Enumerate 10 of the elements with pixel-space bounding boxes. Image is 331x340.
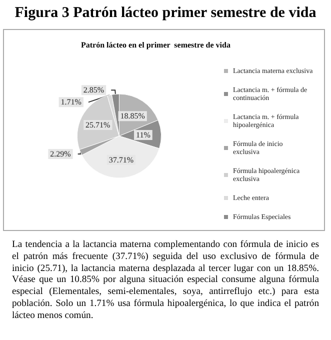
data-label: 2.29% xyxy=(50,149,72,158)
chart-title: Figura 3 Patrón lácteo primer semestre de vida xyxy=(14,4,318,23)
data-label: 18.85% xyxy=(120,112,146,121)
text: La tendencia a la lactancia materna complementando con fórmula de inicio es el patrón más frecuente (37.71%) seguida del uso exclusivo de fórmula de inicio (25.71), la lactancia materna desplazada al tercer lugar con un 18.85%. Véase que un 10.85% por alguna situación especial consume alguna fórmula especial (Elementales, semi-elementales, soya, antirreflujo etc.) para esta población. Solo un 1.71% usa fórmula hipoalergénica, lo que indica el patrón lácteo menos común. xyxy=(11,238,320,322)
data-label: 11% xyxy=(136,130,151,140)
data-label: 1.71% xyxy=(60,98,82,107)
data-label: 2.85% xyxy=(83,86,104,95)
data-label: 25.71% xyxy=(86,120,111,130)
data-label: 37.71% xyxy=(108,155,134,164)
chart-subtitle: Patrón lácteo en el primer semestre de vida xyxy=(81,40,230,50)
